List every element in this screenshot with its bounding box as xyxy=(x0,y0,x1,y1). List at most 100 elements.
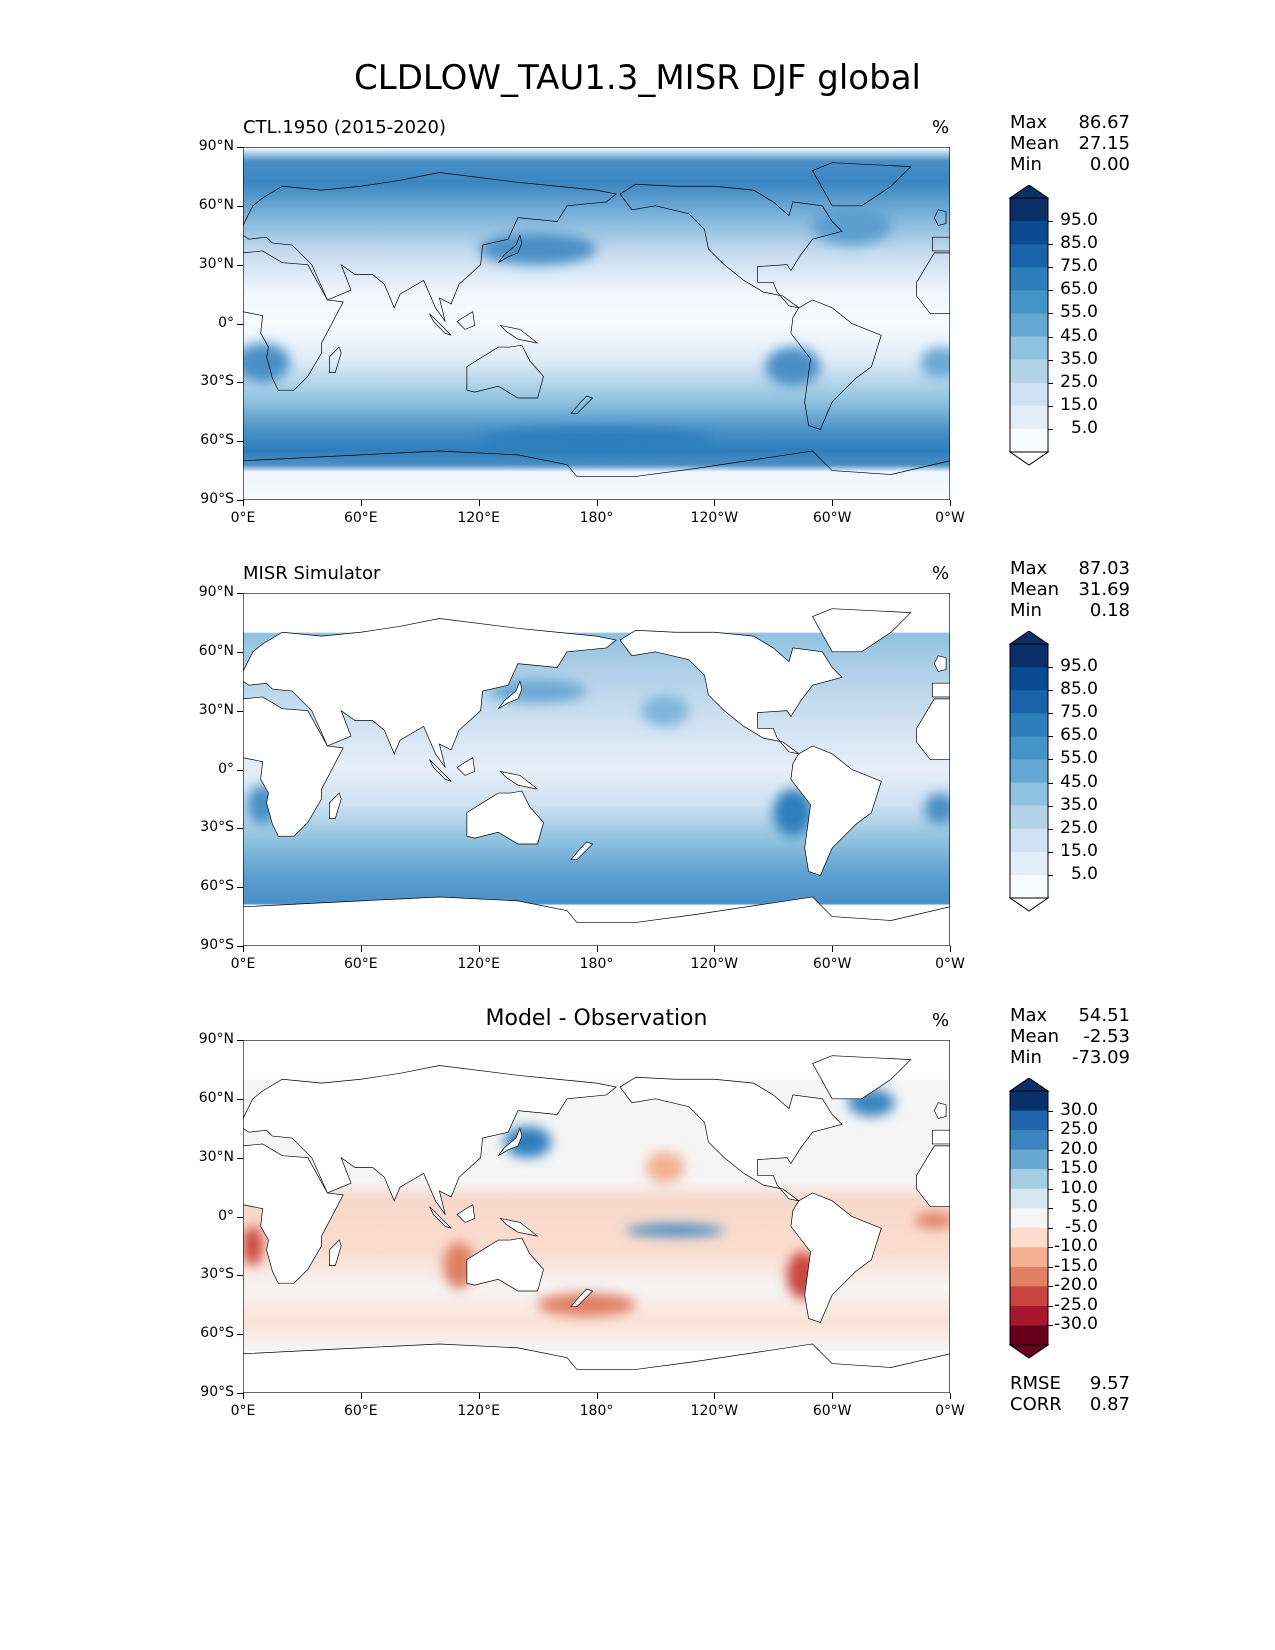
stat-label: Mean xyxy=(1010,1026,1060,1047)
tick-mark xyxy=(237,1216,243,1218)
coastline-borneo xyxy=(456,1204,476,1223)
coastline-japan xyxy=(498,680,523,709)
colorbar-tick xyxy=(1048,805,1053,807)
map-panel xyxy=(243,147,950,500)
colorbar-tick xyxy=(1048,828,1053,830)
tick-mark xyxy=(596,1393,598,1399)
stat-label: Min xyxy=(1010,1047,1042,1068)
coastline-ng xyxy=(499,324,538,344)
coastline-africaW xyxy=(916,1145,950,1208)
colorbar-segment xyxy=(1010,405,1048,430)
tick-mark xyxy=(237,1334,243,1336)
colorbar-segment xyxy=(1010,1305,1048,1326)
coastline-samerica xyxy=(790,299,882,430)
colorbar-tick xyxy=(1048,1305,1053,1307)
coastline-borneo xyxy=(456,757,476,776)
colorbar-tick xyxy=(1048,1227,1053,1229)
y-tick-label: 30°S xyxy=(200,819,234,836)
colorbar-tick-label: 65.0 xyxy=(1060,279,1098,300)
figure-title: CLDLOW_TAU1.3_MISR DJF global xyxy=(354,58,921,98)
tick-mark xyxy=(237,828,243,830)
colorbar-segment xyxy=(1010,382,1048,407)
tick-mark xyxy=(243,500,244,506)
colorbar-tick xyxy=(1048,851,1053,853)
colorbar xyxy=(1009,185,1050,466)
stat-label: Max xyxy=(1010,1005,1048,1026)
panel-title: CTL.1950 (2015-2020) xyxy=(243,117,447,138)
stat-value: 54.51 xyxy=(1078,1005,1130,1026)
x-tick-label: 60°W xyxy=(812,1403,852,1419)
coastline-africaE xyxy=(243,696,344,837)
colorbar-segment xyxy=(1010,1227,1048,1248)
colorbar-segment xyxy=(1010,759,1048,784)
panel-title: Model - Observation xyxy=(485,1006,708,1031)
coastline-greenland xyxy=(812,162,912,207)
colorbar-tick xyxy=(1048,313,1053,315)
tick-mark xyxy=(237,441,243,443)
stat-label: Max xyxy=(1010,558,1048,579)
coastline-namerica xyxy=(619,183,843,309)
colorbar-tick xyxy=(1048,1149,1053,1151)
colorbar-tick xyxy=(1048,405,1053,407)
colorbar-tick-label: -20.0 xyxy=(1054,1275,1098,1296)
tick-mark xyxy=(596,500,598,506)
colorbar-segment xyxy=(1010,267,1048,291)
tick-mark xyxy=(237,264,243,266)
field-anomaly xyxy=(478,233,597,265)
x-tick-label: 120°W xyxy=(690,1403,739,1419)
colorbar-segment xyxy=(1010,336,1048,361)
colorbar-tick xyxy=(1048,221,1053,223)
y-tick-label: 60°N xyxy=(198,196,234,213)
colorbar-segment xyxy=(1010,1091,1048,1112)
coastline-australia xyxy=(466,790,544,845)
coastline-sumatra xyxy=(429,759,452,782)
x-tick-label: 120°E xyxy=(457,1403,500,1419)
coastline-ng xyxy=(499,770,538,790)
x-tick-label: 180° xyxy=(579,956,614,972)
field-anomaly xyxy=(924,793,950,825)
tick-mark xyxy=(237,382,243,384)
colorbar-tick xyxy=(1048,336,1053,338)
colorbar-tick xyxy=(1048,1188,1053,1190)
coastline-nz xyxy=(570,395,594,415)
coastline-uk xyxy=(933,209,947,226)
colorbar-segment xyxy=(1010,828,1048,853)
x-tick-label: 0°E xyxy=(230,1403,256,1419)
colorbar-tick xyxy=(1048,1110,1053,1112)
tick-mark xyxy=(243,946,244,952)
colorbar-segment xyxy=(1010,736,1048,760)
colorbar-tick-label: 10.0 xyxy=(1060,1177,1098,1198)
coastline-uk xyxy=(933,1102,947,1119)
colorbar-tick-label: 30.0 xyxy=(1060,1099,1098,1120)
coastline-eurasia xyxy=(243,1065,617,1215)
tick-mark xyxy=(237,1098,243,1100)
stat-label: CORR xyxy=(1010,1394,1062,1415)
stat-value: 0.87 xyxy=(1089,1394,1130,1415)
tick-mark xyxy=(714,500,716,506)
colorbar-tick-label: 65.0 xyxy=(1060,725,1098,746)
tick-mark xyxy=(237,1157,243,1159)
y-tick-label: 60°N xyxy=(198,642,234,659)
colorbar-tick xyxy=(1048,1247,1053,1249)
tick-mark xyxy=(596,946,598,952)
stat-value: 31.69 xyxy=(1078,579,1130,600)
tick-mark xyxy=(237,500,243,501)
coastline-nz xyxy=(570,841,594,861)
colorbar-tick-label: 5.0 xyxy=(1070,1197,1098,1218)
stat-value: 9.57 xyxy=(1089,1373,1130,1394)
colorbar-segment xyxy=(1010,1247,1048,1268)
coastline-samerica xyxy=(790,745,882,876)
coastline-eurasia xyxy=(243,618,617,768)
tick-mark xyxy=(237,769,243,771)
tick-mark xyxy=(237,323,243,325)
y-tick-label: 90°S xyxy=(200,491,234,507)
colorbar-tick xyxy=(1048,1325,1053,1327)
coastline-japan xyxy=(498,234,523,263)
tick-mark xyxy=(832,1393,834,1399)
colorbar-segment xyxy=(1010,851,1048,876)
tick-mark xyxy=(714,1393,716,1399)
coastline-africaW xyxy=(916,252,950,315)
colorbar-tick xyxy=(1048,267,1053,269)
colorbar-segment xyxy=(1010,667,1048,691)
stat-label: Mean xyxy=(1010,579,1060,600)
